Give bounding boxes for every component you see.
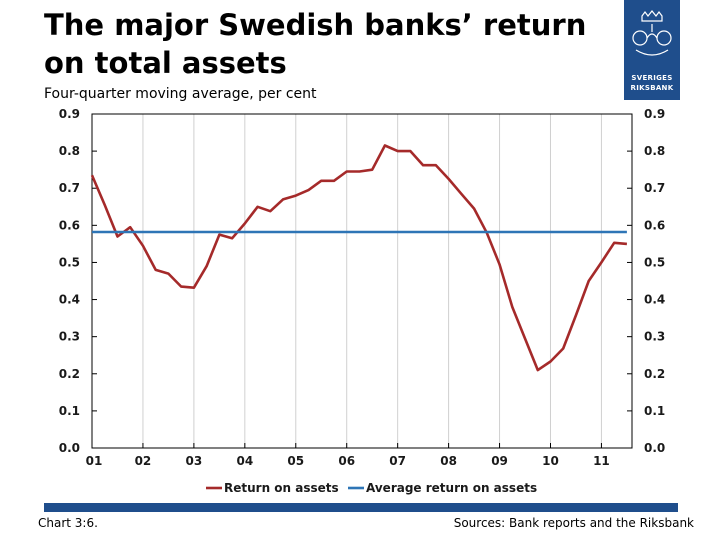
y-tick-label-right: 0.6 [644, 218, 665, 232]
x-tick-label: 05 [287, 454, 304, 468]
y-tick-label: 0.1 [59, 404, 80, 418]
x-tick-label: 08 [440, 454, 457, 468]
y-tick-label: 0.4 [59, 293, 80, 307]
chart-title: The major Swedish banks’ return on total… [44, 8, 587, 80]
plot-frame [91, 113, 633, 449]
y-tick-label: 0.0 [59, 441, 80, 455]
series-line-return-on-assets [90, 144, 628, 372]
y-tick-label: 0.2 [59, 367, 80, 381]
x-tick-label: 11 [593, 454, 610, 468]
y-tick-label-right: 0.9 [644, 107, 665, 121]
y-tick-label: 0.9 [59, 107, 80, 121]
x-tick-label: 06 [338, 454, 355, 468]
x-tick-label: 07 [389, 454, 406, 468]
x-tick-label: 10 [542, 454, 559, 468]
x-tick-label: 02 [135, 454, 152, 468]
return-on-assets-chart: 0.9 0.9 0.8 0.8 0.7 0.7 0.6 0.6 0.5 0.5 0.4 0.4 0.3 0… [59, 107, 666, 495]
logo-line1: SVERIGES [631, 74, 673, 82]
bottom-brand-bar [44, 503, 678, 512]
y-tick-label-right: 0.4 [644, 293, 665, 307]
y-tick-label-right: 0.5 [644, 255, 665, 269]
y-tick-label-right: 0.0 [644, 441, 665, 455]
crown-emblem-icon [632, 10, 672, 56]
y-tick-label-right: 0.3 [644, 330, 665, 344]
x-tick-label: 09 [491, 454, 508, 468]
legend-return-on-assets-label: Return on assets [224, 481, 339, 495]
logo-line2: RIKSBANK [630, 84, 674, 92]
y-tick-label: 0.3 [59, 330, 80, 344]
y-tick-label-right: 0.8 [644, 144, 665, 158]
x-tick-label: 04 [236, 454, 253, 468]
y-tick-label: 0.5 [59, 255, 80, 269]
y-tick-label: 0.7 [59, 181, 80, 195]
y-tick-label-right: 0.7 [644, 181, 665, 195]
y-tick-label-right: 0.1 [644, 404, 665, 418]
y-tick-label: 0.8 [59, 144, 80, 158]
chart-source: Sources: Bank reports and the Riksbank [453, 516, 694, 530]
chart-subtitle: Four-quarter moving average, per cent [44, 86, 317, 102]
y-tick-label-right: 0.2 [644, 367, 665, 381]
riksbank-logo: SVERIGES RIKSBANK [624, 0, 680, 100]
legend-average-return-label: Average return on assets [366, 481, 537, 495]
x-tick-label: 03 [186, 454, 203, 468]
y-tick-label: 0.6 [59, 218, 80, 232]
x-tick-label: 01 [86, 454, 103, 468]
chart-number: Chart 3:6. [38, 516, 98, 530]
